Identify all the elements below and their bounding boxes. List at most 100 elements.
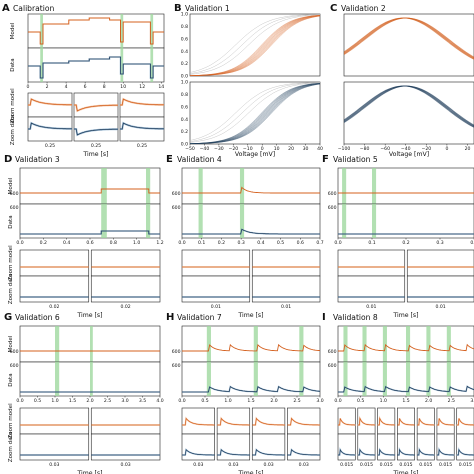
zoom-data-trace — [182, 449, 215, 456]
zoom-data-axes — [251, 433, 286, 461]
stimulus-band — [198, 204, 203, 238]
zoom-model-axes — [251, 407, 286, 435]
stimulus-band — [146, 204, 151, 238]
data-trace — [338, 385, 474, 393]
y-tick-label: 600 — [328, 363, 337, 369]
stimulus-band — [382, 326, 387, 362]
model-axes — [27, 13, 165, 49]
stimulus-band — [343, 326, 348, 362]
y-tick-label: 600 — [328, 205, 337, 211]
zoom-tick-label: 0.02 — [121, 304, 131, 310]
panel-letter-a: A — [2, 3, 10, 14]
stimulus-band — [362, 326, 367, 362]
model-trace — [182, 343, 321, 352]
activation-curve — [189, 83, 321, 145]
zoom-data-trace — [120, 122, 165, 130]
x-ticks: 0.0 0.5 1.0 1.5 2.0 2.5 3.0 — [178, 396, 324, 404]
zoom-model-trace — [377, 417, 395, 426]
panel-letter-h: H — [166, 312, 174, 323]
zoom-data-axes — [337, 433, 356, 461]
panel-letter-g: G — [4, 312, 12, 323]
x-tick-label: 4 — [65, 84, 68, 90]
stimulus-band — [342, 168, 347, 204]
zoom-model-axes — [406, 249, 474, 277]
x-tick-label: 0.3 — [436, 240, 443, 246]
x-tick-label: −50 — [185, 146, 195, 152]
zoom-tick-label: 0.015 — [360, 462, 373, 468]
zoom-data-axes — [90, 433, 161, 461]
panel-title-e: Validation 4 — [177, 155, 222, 164]
zoom-tick-label: 0.25 — [45, 143, 55, 149]
x-tick-label: 0.2 — [40, 240, 47, 246]
x-tick-label: 0.4 — [470, 240, 474, 246]
y-tick-label: 0.0 — [181, 142, 188, 148]
x-ticks: 0.0 0.5 1.0 1.5 2.0 2.5 3.0 3.5 4.0 — [16, 396, 164, 404]
x-axis-label: Time [s] — [392, 312, 418, 319]
zoom-data-trace — [252, 449, 285, 456]
zoom-data-axes — [337, 275, 406, 303]
stimulus-band — [239, 204, 245, 238]
x-tick-label: 3.0 — [121, 398, 128, 404]
x-tick-label: 1.0 — [380, 398, 387, 404]
x-axis-label: Time [s] — [237, 312, 263, 319]
activation-curve — [189, 15, 321, 76]
activation-curve — [189, 15, 321, 77]
panel-f: 600 600 0.0 0.1 0.2 0.3 0.4 0.01 0.01 Time [s] — [328, 167, 474, 319]
y-tick-label: 600 — [10, 191, 19, 197]
x-ticks: 0 2 4 6 8 10 12 14 — [27, 82, 164, 90]
zoom-data-axes — [287, 433, 321, 461]
y-tick-label: 600 — [10, 349, 19, 355]
stimulus-band — [120, 14, 124, 48]
x-axis-label: Time [s] — [76, 312, 102, 319]
zoom-tick-label: 0.03 — [49, 462, 59, 468]
zoom-data-axes — [19, 433, 90, 461]
y-tick-label: 600 — [172, 363, 181, 369]
zoom-tick-label: 0.01 — [211, 304, 221, 310]
activation-curve — [190, 15, 321, 76]
model-axes — [189, 13, 321, 77]
zoom-model-label: Zoom model — [8, 403, 14, 439]
zoom-data-label: Zoom data — [8, 274, 14, 305]
activation-curve — [189, 14, 321, 76]
stimulus-band — [299, 362, 304, 396]
zoom-tick-label: 0.03 — [263, 462, 273, 468]
reference-curve — [189, 14, 321, 74]
stimulus-band — [362, 362, 367, 396]
zoom-model-trace — [456, 418, 474, 426]
x-tick-label: −20 — [421, 146, 431, 152]
x-tick-label: 1.5 — [402, 398, 409, 404]
x-tick-label: 1.0 — [51, 398, 58, 404]
stimulus-band — [206, 362, 211, 396]
y-tick-label: 0.4 — [181, 117, 188, 123]
x-tick-label: 0.4 — [63, 240, 70, 246]
data-trace — [20, 230, 160, 235]
zoom-model-trace — [252, 417, 285, 426]
panel-c: −100 −80 −60 −40 −20 0 20 Voltage [mV] — [338, 13, 474, 158]
zoom-tick-label: 0.01 — [366, 304, 376, 310]
y-tick-label: 600 — [172, 205, 181, 211]
activation-curve — [189, 15, 321, 76]
panel-letter-f: F — [322, 154, 329, 165]
x-axis-label: Time [s] — [76, 470, 102, 474]
zoom-tick-label: 0.015 — [380, 462, 393, 468]
y-tick-label: 600 — [172, 349, 181, 355]
x-tick-label: 0.7 — [316, 240, 323, 246]
data-row-label: Data — [8, 373, 14, 386]
zoom-tick-label: 0.015 — [439, 462, 452, 468]
x-ticks: 0.0 0.1 0.2 0.3 0.4 — [334, 238, 474, 246]
figure-panels: Model Data 0 2 4 6 8 10 12 14 Zoom model Zoom data 0… — [2, 3, 474, 474]
model-trace — [20, 188, 160, 194]
activation-curve — [190, 15, 321, 76]
model-row-label: Model — [8, 335, 14, 352]
x-tick-label: −30 — [214, 146, 224, 152]
x-tick-label: 4.0 — [156, 398, 163, 404]
zoom-data-axes — [216, 433, 251, 461]
zoom-data-trace — [28, 122, 73, 130]
panel-title-g: Validation 6 — [15, 313, 60, 322]
model-axes — [19, 167, 161, 205]
zoom-data-trace — [217, 449, 250, 456]
zoom-data-axes — [436, 433, 455, 461]
zoom-data-trace — [377, 448, 395, 456]
y-tick-label: 0.4 — [181, 49, 188, 55]
